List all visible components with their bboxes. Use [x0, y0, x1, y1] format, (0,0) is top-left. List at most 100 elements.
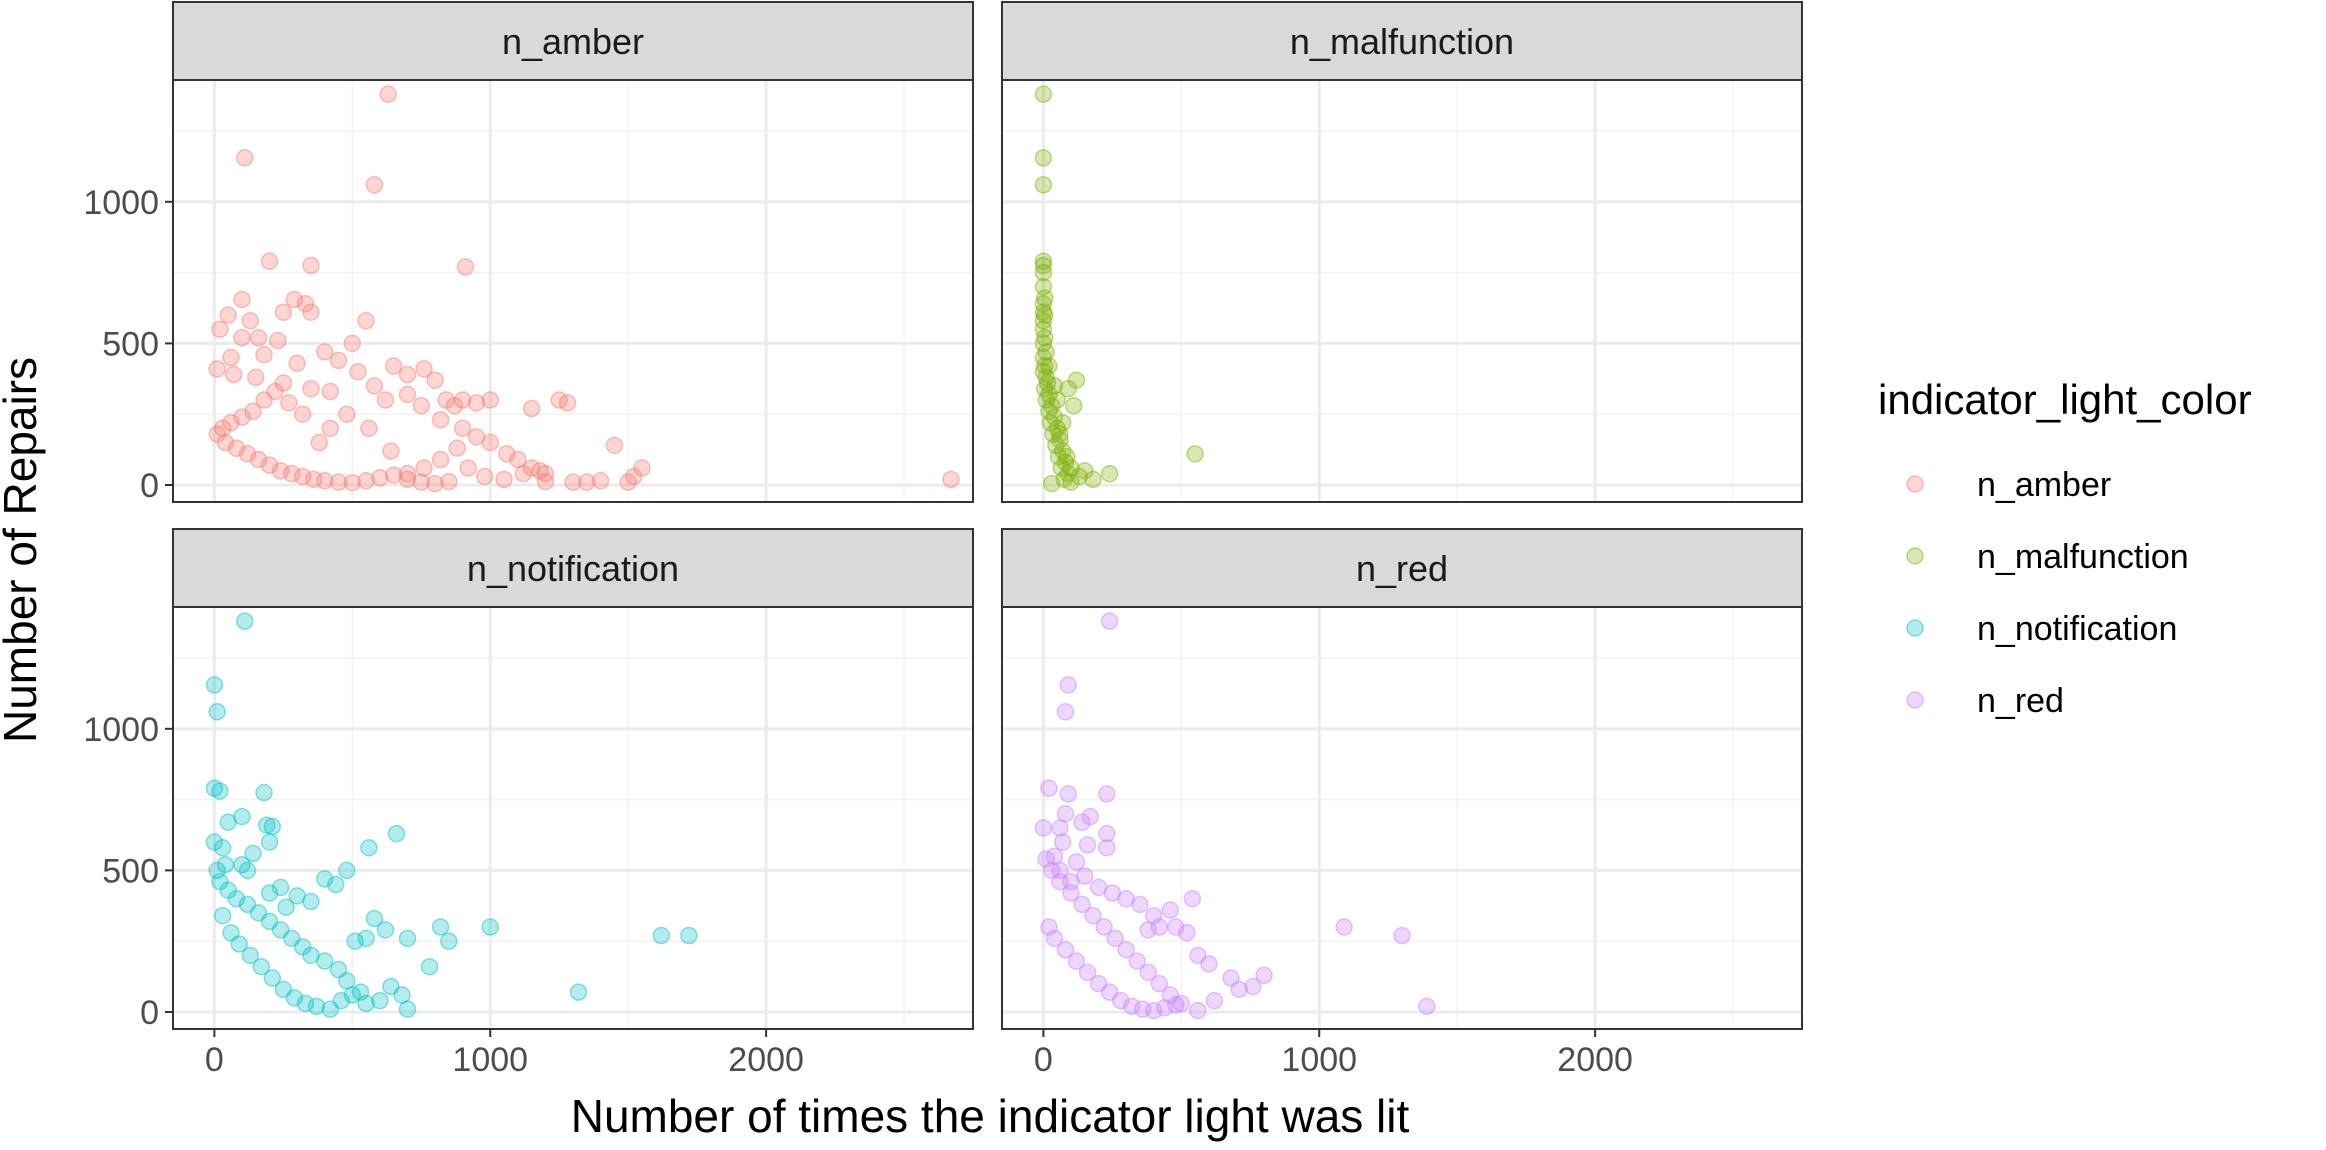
data-point	[329, 473, 348, 491]
legend-label: n_amber	[1977, 466, 2111, 504]
data-point	[346, 932, 364, 950]
data-point	[498, 445, 516, 463]
legend-item-n_malfunction: n_malfunction	[1906, 538, 2189, 576]
data-point	[382, 977, 400, 996]
data-point	[431, 450, 450, 469]
data-point	[338, 861, 356, 880]
data-point	[558, 394, 577, 412]
data-point	[260, 252, 279, 271]
x-tick-label: 2000	[728, 1041, 804, 1079]
data-point	[652, 926, 671, 945]
facet-strip-label: n_notification	[467, 548, 679, 589]
data-point	[1081, 807, 1100, 826]
data-point	[219, 813, 237, 831]
data-point	[371, 469, 389, 487]
data-point	[1036, 328, 1054, 347]
facet-strip	[172, 528, 974, 608]
data-point	[448, 439, 466, 457]
data-point	[1037, 391, 1055, 409]
data-point	[453, 391, 472, 409]
data-point	[481, 433, 499, 452]
data-point	[260, 833, 279, 851]
panel-background	[173, 80, 973, 502]
data-point	[426, 371, 444, 389]
data-point	[329, 960, 348, 979]
points-n_red	[1034, 612, 1436, 1020]
data-point	[426, 474, 444, 493]
data-point	[1073, 895, 1091, 914]
x-axis-title: Number of times the indicator light was …	[571, 1090, 1410, 1142]
data-point	[1059, 464, 1077, 483]
x-tick-label: 1000	[452, 1041, 528, 1079]
data-point	[456, 258, 475, 276]
data-point	[235, 149, 254, 167]
data-point	[1045, 377, 1064, 395]
data-point	[1042, 396, 1061, 415]
data-point	[338, 972, 356, 990]
data-point	[531, 462, 549, 480]
panel-background	[1002, 607, 1802, 1029]
data-point	[1034, 362, 1053, 381]
data-point	[1045, 847, 1064, 865]
data-point	[393, 986, 411, 1004]
data-point	[205, 779, 224, 798]
data-point	[263, 969, 282, 987]
data-point	[459, 459, 477, 477]
data-point	[1036, 289, 1054, 307]
data-point	[360, 419, 378, 438]
panel-border	[172, 79, 974, 503]
data-point	[1044, 425, 1062, 443]
data-point	[398, 464, 417, 483]
data-point	[445, 396, 464, 415]
data-point	[1059, 676, 1077, 694]
data-point	[1070, 467, 1088, 486]
data-point	[495, 470, 513, 489]
data-point	[277, 898, 295, 916]
data-point	[1036, 357, 1054, 375]
data-point	[1150, 918, 1168, 936]
data-point	[343, 473, 362, 492]
data-point	[1034, 278, 1053, 296]
data-point	[315, 952, 334, 970]
data-point	[1034, 149, 1053, 167]
data-point	[213, 419, 232, 438]
data-point	[398, 1000, 417, 1018]
data-point	[431, 918, 450, 936]
facet-panels: n_amber n_malfunction n_notification n_red	[172, 1, 1803, 1030]
data-point	[233, 855, 251, 874]
data-point	[213, 838, 232, 857]
data-point	[624, 467, 643, 486]
data-point	[288, 887, 306, 905]
data-point	[509, 450, 527, 469]
data-point	[1084, 906, 1102, 925]
data-point	[255, 345, 273, 364]
data-point	[536, 472, 555, 491]
data-point	[1078, 963, 1097, 982]
data-point	[1418, 997, 1436, 1016]
data-point	[1036, 379, 1054, 398]
data-point	[302, 379, 320, 398]
data-point	[1056, 940, 1075, 959]
data-point	[1036, 306, 1054, 324]
data-point	[415, 459, 433, 477]
data-point	[481, 918, 499, 936]
points-n_malfunction	[1034, 85, 1204, 493]
facet-panel-n_red: n_red	[1001, 528, 1803, 1030]
data-point	[522, 399, 541, 418]
data-point	[1117, 889, 1135, 908]
points-n_amber	[208, 85, 960, 493]
data-point	[211, 872, 229, 891]
data-point	[384, 357, 403, 375]
data-point	[332, 991, 351, 1010]
data-point	[1040, 385, 1058, 404]
panel-border	[172, 606, 974, 1030]
data-point	[1034, 348, 1053, 367]
data-point	[1117, 940, 1135, 959]
data-point	[365, 176, 384, 194]
data-point	[252, 957, 271, 976]
data-point	[233, 807, 251, 826]
data-point	[302, 946, 320, 965]
data-point	[219, 881, 237, 899]
data-point	[467, 428, 486, 446]
data-point	[233, 408, 251, 426]
